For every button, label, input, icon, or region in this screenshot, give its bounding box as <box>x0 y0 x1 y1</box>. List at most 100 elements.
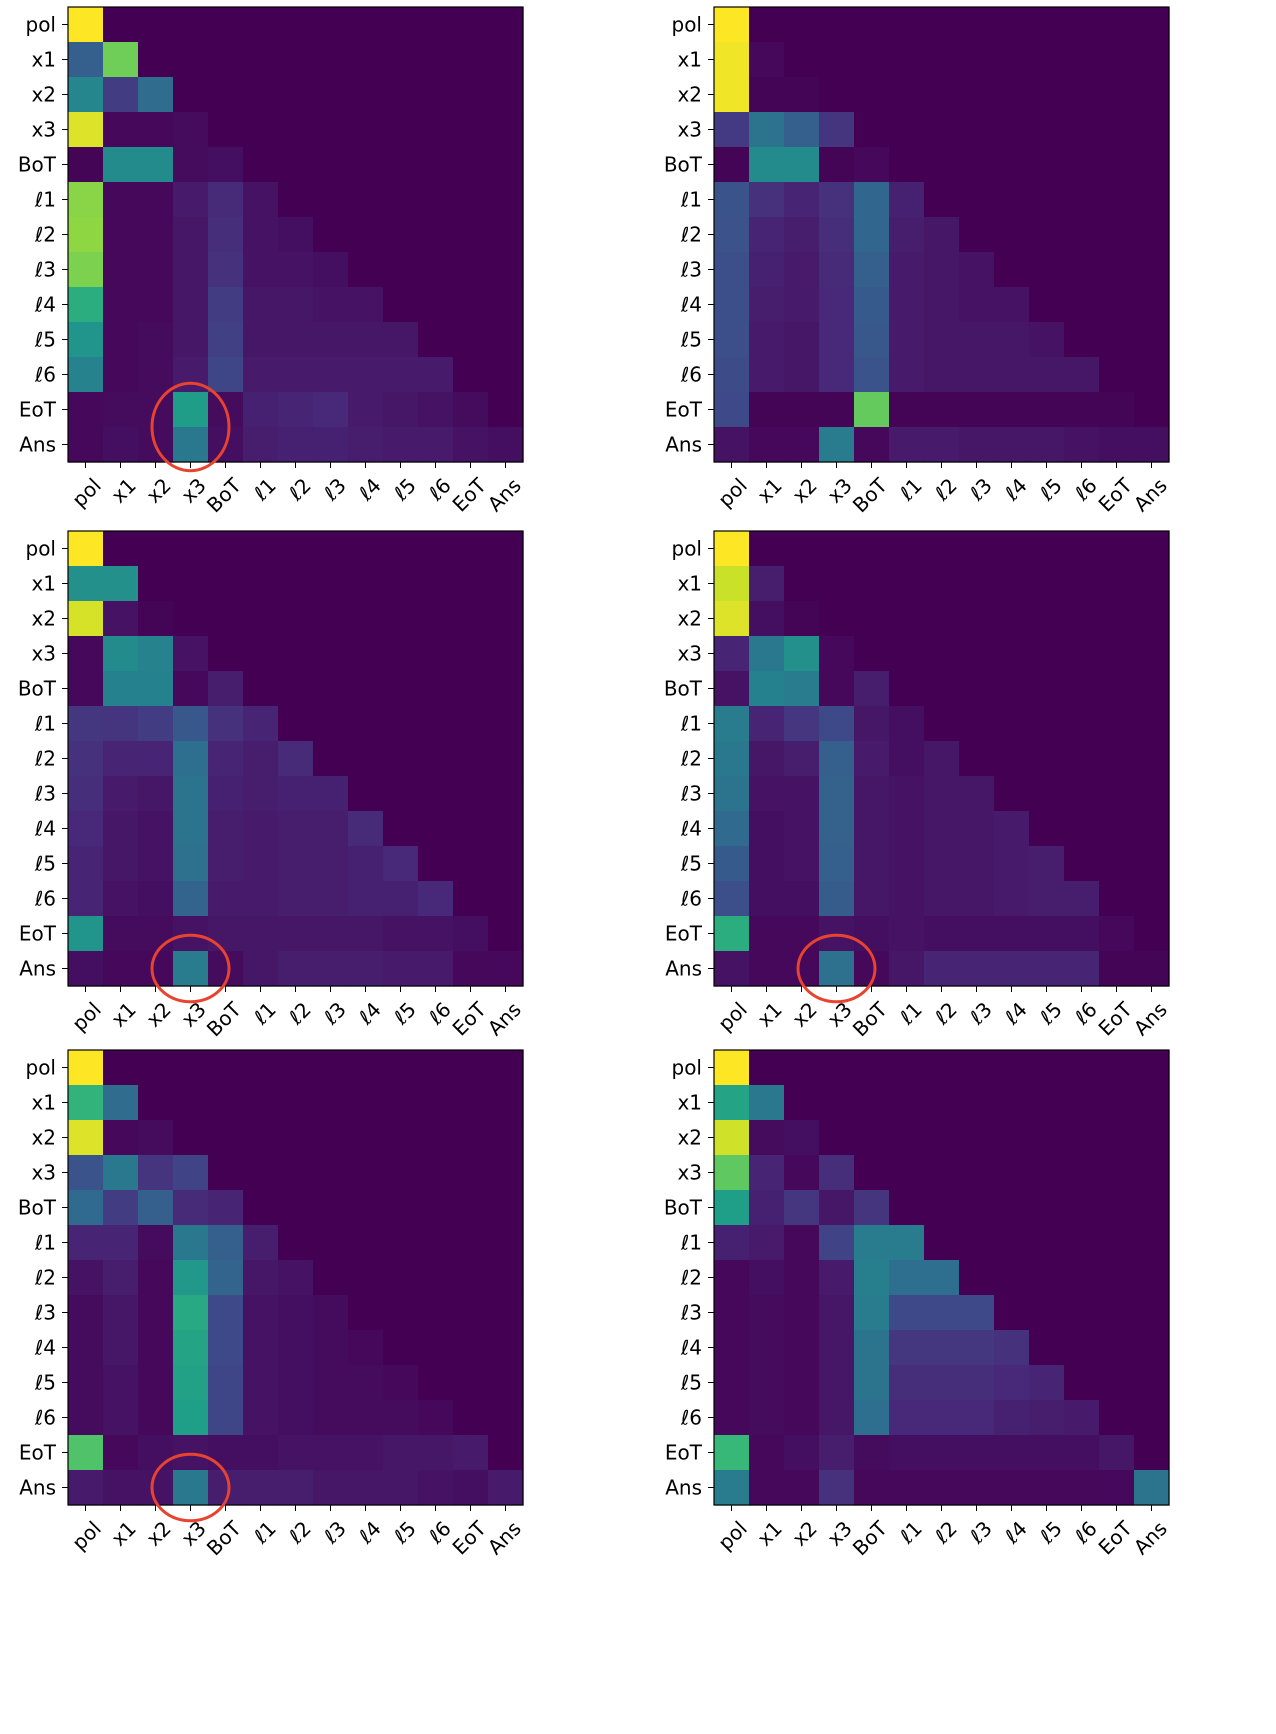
heatmap-cell <box>1099 531 1135 567</box>
heatmap-cell <box>103 322 139 358</box>
heatmap-cell <box>889 357 925 393</box>
heatmap-cell <box>1134 77 1170 113</box>
y-tick-label: ℓ4 <box>680 817 702 841</box>
heatmap-cell <box>383 601 419 637</box>
heatmap-cell <box>749 846 785 882</box>
heatmap-cell <box>1064 741 1100 777</box>
heatmap-cell <box>1029 7 1065 43</box>
x-tick-label: BoT <box>848 997 893 1042</box>
heatmap-cell <box>749 776 785 812</box>
heatmap-cell <box>924 7 960 43</box>
y-tick-label: x2 <box>31 83 56 107</box>
heatmap-cell <box>749 147 785 183</box>
heatmap-cell <box>1029 881 1065 917</box>
heatmap-cell <box>453 846 489 882</box>
heatmap-cell <box>819 1330 855 1366</box>
heatmap-cell <box>889 1435 925 1471</box>
heatmap-cell <box>889 7 925 43</box>
heatmap-cell <box>1099 147 1135 183</box>
x-tick-label: pol <box>67 997 106 1036</box>
heatmap-cell <box>749 322 785 358</box>
heatmap-cell <box>714 636 750 672</box>
y-tick-label: x1 <box>677 48 702 72</box>
heatmap-cell <box>749 1120 785 1156</box>
heatmap-cell <box>749 811 785 847</box>
heatmap-cell <box>959 636 995 672</box>
highlight-circle <box>150 1452 231 1523</box>
heatmap-cell <box>1099 566 1135 602</box>
heatmap-cell <box>749 182 785 218</box>
heatmap-cell <box>1099 392 1135 428</box>
heatmap-cell <box>488 1085 524 1121</box>
heatmap-cell <box>819 322 855 358</box>
heatmap-cell <box>924 357 960 393</box>
heatmap-cell <box>924 42 960 78</box>
heatmap-cell <box>453 776 489 812</box>
heatmap-cell <box>1134 1400 1170 1436</box>
heatmap-cell <box>959 1470 995 1506</box>
heatmap-cell <box>418 392 454 428</box>
heatmap-cell <box>714 1050 750 1086</box>
heatmap-cell <box>278 427 314 463</box>
heatmap-cell <box>453 566 489 602</box>
heatmap-cell <box>924 811 960 847</box>
x-tick-label: x1 <box>106 1516 140 1550</box>
heatmap-cell <box>278 7 314 43</box>
heatmap-cell <box>1134 322 1170 358</box>
heatmap-cell <box>418 706 454 742</box>
heatmap-cell <box>383 1050 419 1086</box>
heatmap-cell <box>924 741 960 777</box>
heatmap-cell <box>68 951 104 987</box>
x-tick-label: ℓ3 <box>318 997 351 1030</box>
heatmap-cell <box>313 77 349 113</box>
heatmap-cell <box>243 1260 279 1296</box>
heatmap-cell <box>68 916 104 952</box>
heatmap-cell <box>1099 1085 1135 1121</box>
x-tick-label: ℓ2 <box>929 1516 962 1549</box>
heatmap-cell <box>994 1330 1030 1366</box>
heatmap-cell <box>348 671 384 707</box>
heatmap-cell <box>138 77 174 113</box>
heatmap-cell <box>1099 601 1135 637</box>
heatmap-cell <box>418 1225 454 1261</box>
heatmap-cell <box>1064 147 1100 183</box>
heatmap-cell <box>68 1225 104 1261</box>
heatmap-cell <box>243 1400 279 1436</box>
heatmap-cell <box>418 1295 454 1331</box>
heatmap-cell <box>348 916 384 952</box>
heatmap-cell <box>348 1400 384 1436</box>
heatmap-cell <box>278 182 314 218</box>
heatmap-cell <box>749 566 785 602</box>
heatmap-cell <box>959 741 995 777</box>
heatmap-cell <box>103 811 139 847</box>
heatmap-cell <box>138 1400 174 1436</box>
heatmap-cell <box>278 1190 314 1226</box>
heatmap-cell <box>138 846 174 882</box>
heatmap-cell <box>714 1365 750 1401</box>
heatmap-cell <box>889 392 925 428</box>
y-tick-label: EoT <box>19 1441 57 1465</box>
x-tick-label: x1 <box>106 997 140 1031</box>
heatmap-cell <box>924 776 960 812</box>
heatmap-cell <box>959 671 995 707</box>
heatmap-cell <box>994 1435 1030 1471</box>
heatmap-cell <box>1029 811 1065 847</box>
heatmap-cell <box>138 1330 174 1366</box>
heatmap-cell <box>173 392 209 428</box>
heatmap-cell <box>103 77 139 113</box>
heatmap-cell <box>714 252 750 288</box>
heatmap-cell <box>1064 1400 1100 1436</box>
heatmap-cell <box>208 1365 244 1401</box>
x-tick-label: x2 <box>787 473 821 507</box>
heatmap-cell <box>959 1190 995 1226</box>
heatmap-cell <box>68 566 104 602</box>
heatmap-cell <box>68 531 104 567</box>
heatmap-cell <box>1134 1155 1170 1191</box>
heatmap-cell <box>383 671 419 707</box>
heatmap-cell <box>103 1260 139 1296</box>
heatmap-cell <box>959 1225 995 1261</box>
heatmap-cell <box>819 77 855 113</box>
heatmap-cell <box>1099 636 1135 672</box>
heatmap-cell <box>383 252 419 288</box>
heatmap-cell <box>278 1295 314 1331</box>
